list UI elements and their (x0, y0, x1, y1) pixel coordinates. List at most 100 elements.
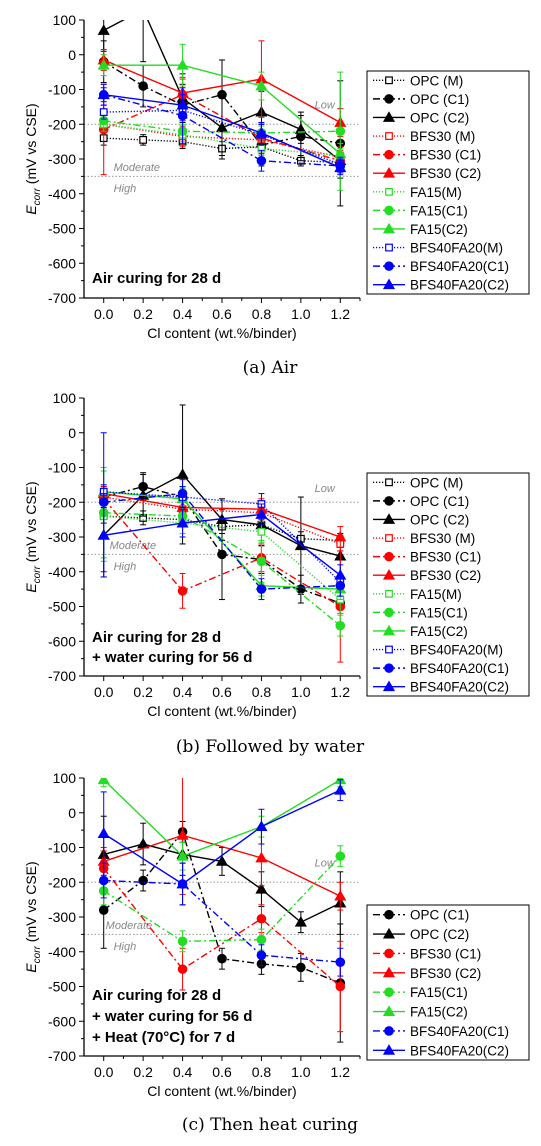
x-tick-label: 1.0 (291, 306, 311, 322)
y-tick-label: -600 (48, 633, 76, 649)
x-tick-label: 0.8 (252, 1064, 272, 1080)
legend-label: FA15(C1) (410, 985, 468, 1000)
y-axis-title-sub: corr (32, 945, 43, 963)
legend-label: BFS30 (C2) (410, 166, 481, 181)
legend-label: FA15(C1) (410, 605, 468, 620)
series-line-fa15-c1 (103, 511, 341, 627)
legend-marker (384, 663, 394, 673)
legend: OPC (C1) OPC (C2) BFS30 (C1) BFS30 (C2) FA15… (366, 904, 530, 1061)
y-tick-label: -100 (48, 82, 76, 98)
zone-label-low: Low (315, 483, 336, 495)
data-point (255, 126, 268, 138)
legend-marker (384, 94, 394, 104)
data-point (334, 783, 347, 795)
data-point (335, 957, 346, 967)
legend-marker (382, 222, 396, 234)
y-tick-label: 100 (53, 12, 77, 28)
legend-label: BFS40FA20(C2) (410, 680, 509, 695)
data-point (255, 882, 268, 894)
y-tick-label: -300 (48, 909, 76, 925)
legend-label: OPC (C2) (410, 927, 469, 942)
data-point (138, 81, 148, 91)
series-group (97, 20, 347, 207)
data-point (176, 98, 189, 110)
data-point (176, 829, 189, 840)
condition-annotation: Air curing for 28 d (92, 987, 221, 1004)
zone-label-moderate: Moderate (114, 162, 160, 174)
data-point (334, 530, 347, 542)
series-line-fa15-c1 (103, 120, 341, 134)
legend-label: OPC (C1) (410, 494, 469, 509)
legend-marker (382, 680, 396, 692)
data-point (256, 155, 267, 166)
series-line-bfs30-m (103, 496, 341, 545)
data-point (256, 913, 267, 924)
y-axis-title-unit: (mV vs CSE) (23, 103, 39, 188)
y-tick-label: -700 (48, 290, 76, 306)
legend-marker (382, 278, 396, 290)
legend-marker (382, 927, 396, 939)
legend-marker (384, 948, 394, 959)
legend-box (366, 904, 530, 1061)
series-opc-c2 (97, 815, 347, 935)
data-point (99, 108, 108, 116)
zone-label-moderate: Moderate (106, 920, 152, 932)
data-point (257, 527, 266, 536)
y-tick-label: -300 (48, 151, 76, 167)
axes: 100 0 -100 -200 -300 -400 -500 -600 -700 0.0 0.2 0.… (23, 390, 361, 719)
series-line-bfs30-c1 (103, 867, 341, 988)
series-fa15-c1 (98, 845, 346, 953)
data-point (217, 549, 227, 560)
legend-label: BFS40FA20(M) (410, 241, 503, 256)
series-line-bfs30-c2 (103, 59, 341, 124)
y-tick-label: -700 (48, 668, 76, 684)
data-point (256, 556, 267, 567)
panel-a-air: Low Moderate High 100 0 -100 -200 -300 -400 -500 -… (23, 12, 530, 378)
legend-label: BFS30 (C1) (410, 946, 481, 961)
data-point (296, 962, 306, 973)
series-line-bfs40fa20-c1 (103, 94, 341, 167)
y-tick-label: 0 (68, 425, 76, 441)
series-line-bfs30-c1 (103, 498, 341, 608)
series-line-fa15-m (103, 123, 341, 157)
series-bfs40fa20-c2 (97, 779, 347, 906)
legend-marker (385, 187, 393, 196)
legend-marker (385, 76, 393, 85)
legend-label: OPC (M) (410, 475, 463, 490)
y-tick-label: -500 (48, 221, 76, 237)
x-tick-label: 0.2 (133, 1064, 153, 1080)
data-point (98, 875, 109, 886)
series-line-bfs40fa20-c2 (103, 94, 341, 169)
legend: OPC (M) OPC (C1) OPC (C2) BFS30 (M) BFS30 (C… (366, 472, 530, 697)
series-bfs40fa20-c2 (97, 493, 347, 587)
legend-marker (382, 1005, 396, 1016)
x-tick-label: 0.6 (212, 684, 232, 700)
data-point (176, 849, 189, 861)
legend-marker (384, 496, 394, 506)
y-tick-label: -200 (48, 874, 76, 890)
legend-marker (382, 167, 396, 178)
legend-marker (382, 513, 396, 524)
y-tick-label: 0 (68, 805, 76, 821)
series-line-fa15-c2 (103, 779, 341, 857)
x-tick-label: 0.0 (94, 306, 114, 322)
legend-label: OPC (C1) (410, 92, 469, 107)
data-point (177, 488, 188, 499)
x-tick-label: 0.4 (173, 684, 193, 700)
panel-caption: (b) Followed by water (176, 737, 365, 757)
data-point (334, 569, 347, 580)
legend-label: FA15(M) (410, 185, 462, 200)
data-point (138, 875, 148, 886)
x-tick-label: 0.6 (212, 306, 232, 322)
panel-caption: (c) Then heat curing (182, 1115, 358, 1135)
series-fa15-c2 (97, 43, 347, 165)
y-tick-label: 100 (53, 390, 77, 406)
legend-label: OPC (C1) (410, 908, 469, 923)
data-point (255, 820, 268, 832)
legend-label: BFS30 (M) (410, 129, 475, 144)
legend-marker (382, 624, 396, 636)
legend-label: FA15(C2) (410, 1005, 468, 1020)
